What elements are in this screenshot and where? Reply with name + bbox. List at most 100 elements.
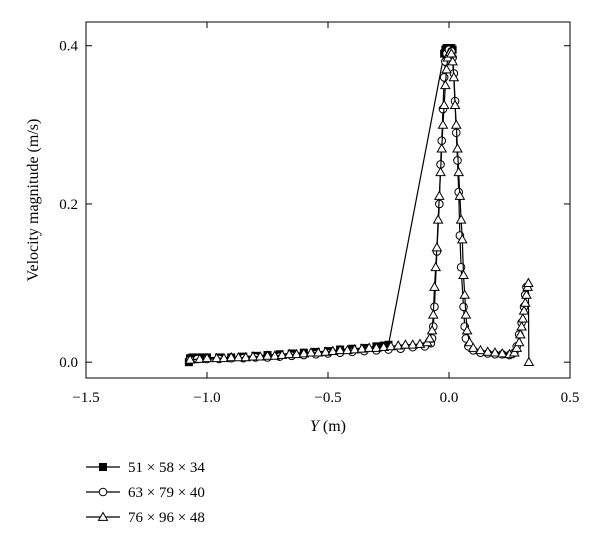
data-point	[456, 234, 468, 244]
series-line	[188, 47, 454, 363]
data-point	[363, 342, 375, 352]
x-tick-label: −1.5	[72, 390, 99, 406]
data-point	[517, 313, 529, 323]
data-point	[378, 341, 390, 352]
data-point	[430, 261, 442, 272]
series-line	[190, 51, 530, 363]
data-point	[218, 352, 230, 363]
data-point	[455, 214, 467, 224]
data-point	[349, 344, 360, 354]
data-point	[298, 347, 310, 358]
x-axis-label: Y (m)	[310, 418, 346, 435]
data-point	[233, 351, 244, 362]
data-point	[341, 344, 353, 355]
x-tick-label: 0.0	[440, 390, 459, 406]
x-axis-label-unit: (m)	[319, 418, 346, 435]
data-point	[431, 241, 443, 252]
x-tick-label: −1.0	[193, 390, 220, 406]
data-point	[454, 190, 466, 200]
x-tick-label: 0.5	[561, 390, 580, 406]
data-point	[453, 166, 465, 177]
data-point	[426, 325, 438, 335]
data-point	[513, 336, 525, 347]
data-point	[508, 347, 520, 357]
data-point	[392, 340, 404, 350]
data-point	[247, 351, 259, 361]
data-point	[291, 348, 302, 359]
legend-label: 63 × 79 × 40	[128, 485, 205, 501]
data-point	[438, 99, 450, 109]
data-point	[276, 349, 288, 359]
data-point	[184, 354, 196, 364]
data-point	[327, 345, 339, 355]
data-point	[194, 353, 206, 363]
data-point	[439, 73, 449, 82]
data-point	[496, 347, 508, 358]
y-tick-label: 0.4	[59, 39, 78, 55]
data-point	[433, 190, 445, 200]
series-line	[189, 48, 528, 361]
data-point	[519, 297, 531, 307]
y-tick-label: 0.0	[59, 355, 78, 371]
data-point	[211, 352, 223, 363]
legend-entry: 76 × 96 × 48	[86, 510, 205, 526]
series	[184, 46, 535, 367]
x-axis-label-italic: Y	[310, 418, 321, 435]
data-point	[437, 119, 449, 129]
data-point	[283, 348, 295, 359]
data-point	[334, 344, 346, 355]
data-point	[400, 339, 411, 349]
data-point	[441, 63, 452, 74]
legend: 51 × 58 × 34 63 × 79 × 40 76 × 96 × 48	[86, 460, 205, 526]
legend-label: 51 × 58 × 34	[128, 460, 205, 476]
data-point	[312, 347, 324, 357]
legend-label: 76 × 96 × 48	[128, 510, 205, 526]
x-tick-label: −0.5	[314, 390, 341, 406]
data-point	[320, 346, 331, 356]
data-point	[489, 347, 501, 357]
plot-frame	[85, 21, 571, 379]
data-point	[518, 305, 530, 315]
data-point	[515, 328, 526, 339]
data-point	[432, 214, 444, 224]
data-point	[464, 336, 475, 347]
data-point	[448, 71, 460, 82]
data-point	[98, 487, 108, 497]
data-point	[430, 302, 439, 312]
data-point	[475, 344, 486, 355]
data-point	[305, 347, 317, 357]
data-point	[516, 321, 527, 331]
data-point	[459, 289, 471, 299]
data-point	[429, 281, 440, 291]
data-point	[452, 143, 463, 153]
data-point	[446, 48, 457, 58]
legend-entry: 51 × 58 × 34	[86, 460, 205, 476]
data-point	[371, 342, 382, 352]
data-point	[523, 356, 535, 367]
data-point	[511, 342, 523, 352]
data-point	[523, 277, 534, 287]
data-point	[450, 119, 462, 129]
data-point	[521, 289, 532, 299]
data-point	[436, 143, 448, 153]
data-point	[461, 325, 473, 335]
data-point	[424, 332, 436, 343]
data-point	[240, 351, 252, 362]
data-point	[458, 269, 469, 280]
series-layer	[184, 44, 535, 367]
data-point	[254, 351, 266, 361]
data-point	[447, 56, 458, 66]
data-point	[225, 351, 237, 362]
data-point	[467, 342, 479, 352]
data-point	[407, 339, 419, 349]
data-point	[460, 309, 472, 319]
series	[184, 44, 457, 367]
legend-entry: 63 × 79 × 40	[86, 485, 205, 501]
data-point	[414, 338, 426, 348]
x-axis-ticks: −1.5 −1.0 −0.5 0.0 0.5	[72, 22, 579, 406]
series	[185, 45, 531, 365]
data-point	[385, 340, 397, 351]
data-point	[440, 79, 451, 90]
data-point	[201, 352, 213, 363]
